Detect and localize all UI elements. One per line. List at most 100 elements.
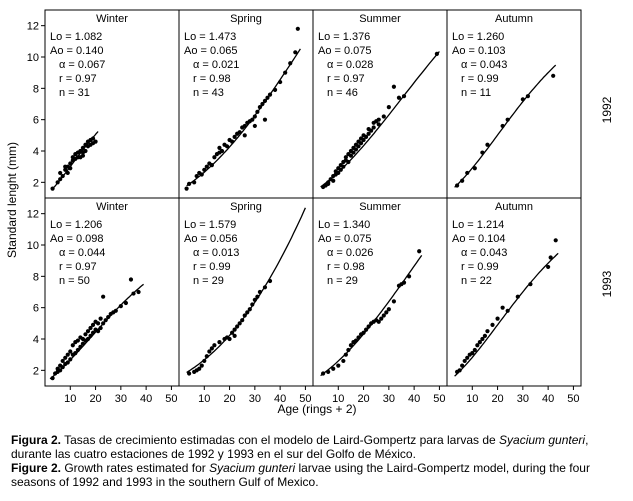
y-tick-label: 12	[27, 209, 39, 221]
panel-title: Summer	[359, 13, 401, 25]
stat-label: n = 46	[327, 87, 358, 99]
y-tick-label: 2	[33, 365, 39, 377]
panel-winter-1993: Winter Lo = 1.206 Ao = 0.098 α = 0.044 r = 0…	[27, 197, 180, 405]
data-point	[283, 70, 288, 75]
data-point	[525, 94, 531, 99]
data-point	[386, 105, 391, 110]
fit-curve	[454, 252, 559, 377]
panel-title: Summer	[359, 201, 401, 213]
data-point	[278, 79, 283, 85]
data-point	[381, 114, 386, 119]
fit-curve	[454, 64, 557, 188]
x-tick-label: 10	[332, 393, 344, 405]
stat-label: Ao = 0.104	[452, 233, 506, 245]
data-point	[90, 330, 96, 335]
data-point	[232, 134, 237, 139]
stat-label: Lo = 1.260	[452, 31, 504, 43]
data-point	[95, 321, 101, 326]
data-point	[460, 363, 465, 368]
data-point	[101, 321, 106, 326]
data-point	[346, 347, 351, 353]
data-point	[262, 117, 268, 122]
data-point	[123, 300, 129, 306]
data-point	[85, 336, 91, 342]
data-point	[227, 336, 232, 342]
stat-label: Ao = 0.065	[184, 45, 238, 57]
panel-summer-1992: Summer Lo = 1.376 Ao = 0.075 α = 0.028 r = 0…	[312, 9, 448, 199]
data-point	[455, 183, 460, 188]
data-point	[80, 341, 86, 346]
data-point	[63, 167, 68, 172]
data-point	[475, 343, 480, 348]
data-point	[434, 51, 439, 56]
data-point	[386, 307, 391, 312]
stat-label: r = 0.97	[327, 73, 365, 85]
data-point	[232, 333, 237, 338]
data-point	[106, 314, 111, 320]
fit-curve	[320, 255, 423, 377]
data-point	[366, 324, 371, 329]
x-tick-label: 40	[408, 393, 420, 405]
x-tick-label: 40	[274, 393, 286, 405]
data-point	[207, 349, 212, 354]
data-point	[321, 371, 326, 376]
x-tick-label: 50	[299, 393, 311, 405]
data-point	[326, 181, 331, 186]
data-point	[346, 159, 351, 165]
data-point	[50, 186, 55, 191]
data-point	[528, 282, 533, 287]
y-tick-label: 2	[33, 177, 39, 189]
stat-label: r = 0.98	[327, 261, 365, 273]
data-point	[98, 325, 103, 331]
x-tick-label: 40	[140, 393, 152, 405]
data-point	[204, 354, 209, 359]
growth-chart-figure: Winter Lo = 1.082 Ao = 0.140 α = 0.067 r = 0…	[5, 9, 614, 416]
data-point	[356, 335, 361, 340]
y-tick-label: 6	[33, 303, 39, 315]
data-point	[242, 133, 247, 138]
data-point	[480, 336, 485, 342]
data-point	[490, 322, 495, 327]
data-point	[326, 369, 331, 374]
data-point	[351, 150, 356, 155]
data-point	[219, 148, 225, 154]
y-tick-label: 10	[27, 52, 39, 64]
data-point	[184, 186, 189, 191]
data-point	[520, 97, 525, 102]
data-point	[199, 363, 204, 368]
caption-es-species: Syacium gunteri	[499, 433, 586, 447]
data-point	[505, 308, 510, 313]
data-point	[363, 327, 369, 332]
data-point	[68, 166, 73, 171]
data-point	[331, 366, 336, 371]
data-point	[187, 181, 192, 186]
data-point	[356, 144, 361, 149]
y-tick-label: 12	[27, 21, 39, 33]
y-tick-label: 10	[27, 240, 39, 252]
stat-label: α = 0.044	[59, 247, 105, 259]
data-point	[65, 170, 70, 176]
data-point	[262, 98, 268, 103]
data-point	[95, 329, 101, 334]
x-tick-label: 50	[433, 393, 445, 405]
data-point	[93, 139, 98, 144]
stat-label: r = 0.97	[59, 73, 97, 85]
stat-label: Lo = 1.214	[452, 219, 504, 231]
x-tick-label: 10	[466, 393, 478, 405]
data-point	[417, 249, 422, 254]
data-point	[267, 92, 273, 97]
stat-label: Lo = 1.579	[184, 219, 236, 231]
stat-label: r = 0.99	[461, 73, 499, 85]
data-point	[348, 343, 354, 348]
data-point	[361, 330, 366, 335]
data-point	[235, 324, 240, 329]
data-point	[379, 316, 384, 321]
data-point	[358, 141, 364, 146]
data-point	[505, 117, 510, 122]
data-point	[80, 145, 86, 150]
data-point	[128, 277, 134, 282]
data-point	[348, 153, 354, 158]
data-point	[551, 73, 556, 78]
stat-label: α = 0.043	[461, 59, 507, 71]
stat-label: Ao = 0.075	[318, 45, 372, 57]
